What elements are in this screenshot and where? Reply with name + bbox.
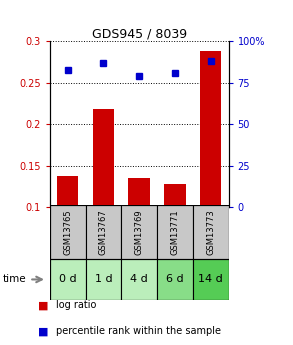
Text: percentile rank within the sample: percentile rank within the sample: [56, 326, 221, 336]
Bar: [200, 51, 222, 207]
Bar: [86, 259, 121, 300]
Bar: [164, 184, 186, 207]
Text: 1 d: 1 d: [95, 275, 112, 284]
Bar: [157, 259, 193, 300]
Text: log ratio: log ratio: [56, 300, 96, 310]
Bar: [86, 205, 121, 259]
Bar: [121, 259, 157, 300]
Text: time: time: [3, 275, 27, 284]
Text: 4 d: 4 d: [130, 275, 148, 284]
Text: 0 d: 0 d: [59, 275, 76, 284]
Text: GSM13767: GSM13767: [99, 209, 108, 255]
Bar: [157, 205, 193, 259]
Bar: [193, 259, 229, 300]
Text: GSM13765: GSM13765: [63, 209, 72, 255]
Text: GSM13773: GSM13773: [206, 209, 215, 255]
Bar: [121, 205, 157, 259]
Text: GSM13769: GSM13769: [135, 209, 144, 255]
Text: ■: ■: [38, 326, 49, 336]
Text: 6 d: 6 d: [166, 275, 184, 284]
Bar: [193, 205, 229, 259]
Bar: [50, 205, 86, 259]
Text: ■: ■: [38, 300, 49, 310]
Title: GDS945 / 8039: GDS945 / 8039: [92, 27, 187, 40]
Text: GSM13771: GSM13771: [171, 209, 179, 255]
Bar: [50, 259, 86, 300]
Bar: [57, 176, 79, 207]
Bar: [128, 178, 150, 207]
Text: 14 d: 14 d: [198, 275, 223, 284]
Bar: [93, 109, 114, 207]
